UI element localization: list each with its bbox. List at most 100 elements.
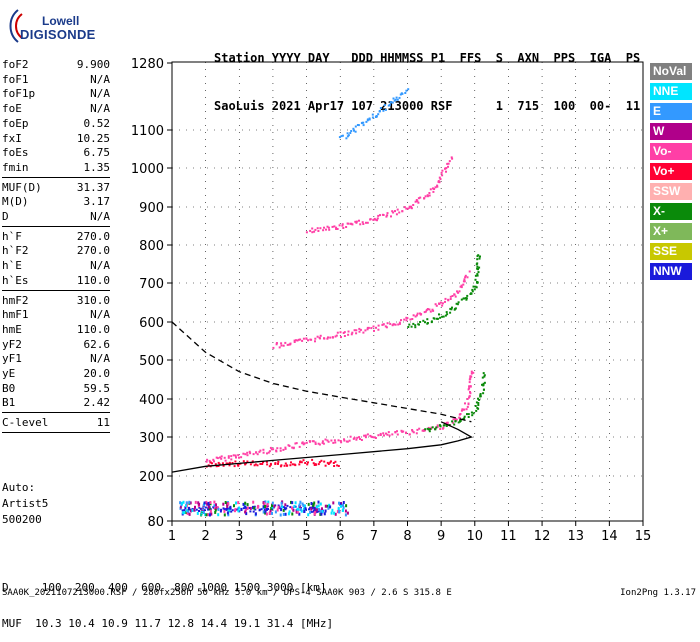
echo-point (417, 323, 420, 326)
echo-point (418, 427, 421, 430)
echo-point (463, 417, 466, 420)
echo-point (424, 429, 426, 432)
echo-point (238, 456, 240, 459)
echo-point (469, 392, 472, 395)
echo-point (252, 500, 255, 504)
echo-point (438, 176, 441, 179)
echo-point (474, 285, 477, 288)
echo-point (224, 501, 227, 504)
echo-point (223, 509, 226, 513)
echo-point (323, 226, 325, 229)
echo-point (342, 503, 344, 507)
echo-point (244, 508, 247, 512)
echo-point (266, 463, 269, 466)
echo-point (421, 429, 424, 432)
echo-point (235, 508, 238, 511)
y-tick-label: 1000 (131, 162, 164, 177)
echo-point (369, 218, 372, 221)
echo-point (317, 510, 320, 513)
echo-point (189, 501, 192, 505)
echo-point (348, 439, 351, 442)
param-row: foEp 0.52 (2, 117, 110, 131)
param-value: N/A (90, 102, 110, 116)
echo-point (313, 511, 316, 515)
echo-point (442, 426, 445, 429)
x-tick-label: 9 (437, 529, 445, 544)
param-name: fmin (2, 160, 29, 174)
echo-point (358, 436, 361, 439)
echo-point (323, 337, 326, 340)
echo-point (320, 459, 323, 462)
echo-point (301, 339, 304, 342)
echo-point (307, 513, 310, 517)
echo-point (476, 273, 479, 276)
echo-point (244, 463, 247, 466)
echo-point (332, 441, 335, 444)
legend-item: SSW (650, 183, 692, 200)
echo-point (432, 187, 434, 190)
echo-point (257, 504, 260, 508)
param-name: foEs (2, 146, 29, 160)
logo-line1: Lowell (42, 14, 80, 28)
echo-point (458, 290, 461, 293)
echo-point (282, 344, 285, 347)
echo-point (391, 433, 394, 436)
echo-point (291, 512, 294, 516)
echo-point (394, 210, 396, 213)
echo-point (460, 409, 463, 412)
echo-point (317, 508, 320, 511)
echo-point (468, 270, 471, 273)
echo-point (314, 337, 317, 340)
echo-point (319, 334, 322, 337)
echo-point (477, 268, 479, 271)
echo-point (476, 255, 479, 258)
echo-point (283, 464, 286, 467)
echo-point (233, 504, 235, 508)
echo-point (477, 397, 479, 400)
echo-point (372, 218, 375, 221)
echo-point (394, 431, 397, 434)
echo-point (471, 288, 474, 291)
echo-point (267, 451, 270, 454)
echo-point (333, 511, 336, 515)
y-tick-label: 1100 (131, 124, 164, 139)
echo-point (477, 271, 480, 274)
echo-point (274, 463, 277, 465)
echo-point (453, 423, 456, 426)
echo-point (198, 510, 200, 512)
echo-point (476, 274, 479, 277)
echo-point (293, 339, 296, 342)
echo-point (417, 197, 420, 200)
echo-point (256, 453, 259, 456)
echo-point (256, 464, 259, 467)
echo-point (321, 510, 324, 513)
echo-point (315, 507, 318, 511)
echo-point (411, 318, 414, 320)
echo-point (343, 335, 346, 337)
echo-point (188, 512, 191, 516)
param-row: foEs 6.75 (2, 146, 110, 160)
echo-point (311, 231, 314, 234)
echo-point (379, 434, 382, 436)
echo-point (366, 326, 369, 329)
param-row: foF1 N/A (2, 73, 110, 87)
x-tick-label: 2 (202, 529, 210, 544)
x-tick-label: 3 (235, 529, 243, 544)
echo-point (280, 464, 283, 467)
echo-point (424, 321, 426, 324)
echo-point (226, 505, 229, 508)
header-line2: SaoLuis 2021 Apr17 107 213000 RSF 1 715 … (214, 99, 641, 113)
echo-point (472, 285, 475, 288)
echo-point (379, 107, 382, 109)
echo-point (282, 448, 285, 451)
echo-point (293, 341, 296, 343)
echo-point (258, 450, 261, 453)
echo-point (299, 461, 301, 464)
echo-point (320, 512, 323, 516)
echo-point (299, 338, 302, 341)
echo-point (410, 325, 413, 328)
echo-point (211, 462, 213, 465)
param-value: 310.0 (76, 293, 110, 307)
echo-point (468, 396, 470, 399)
echo-point (364, 434, 367, 437)
